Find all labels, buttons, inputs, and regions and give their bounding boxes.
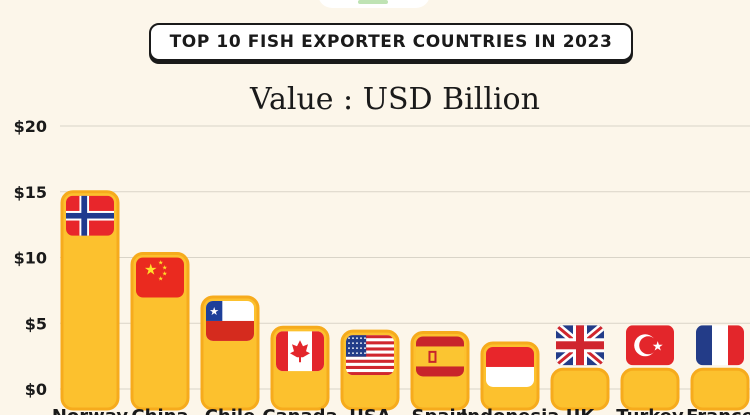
svg-text:★: ★ [209, 305, 219, 318]
bar-group [550, 325, 610, 411]
bar-group: ★ [620, 325, 680, 411]
svg-text:★: ★ [158, 260, 163, 267]
chart-title-box: TOP 10 FISH EXPORTER COUNTRIES IN 2023 [149, 23, 633, 61]
y-tick-label: $10 [14, 249, 47, 268]
y-axis-ticks: $0 $5 $10 $15 $20 [14, 117, 47, 399]
category-label: France [686, 406, 750, 415]
svg-text:★: ★ [158, 276, 163, 283]
bar-group: ★ ★★★★ [130, 252, 190, 411]
bar-group: ★ [200, 295, 260, 411]
bar [620, 367, 680, 411]
france-flag [696, 325, 744, 366]
logo-mark [358, 0, 388, 4]
category-label: UK [566, 406, 596, 415]
y-tick-label: $0 [25, 380, 47, 399]
bar-group [480, 341, 540, 411]
svg-text:★: ★ [652, 339, 664, 354]
chart-subtitle: Value : USD Billion [250, 82, 540, 117]
indonesia-flag [486, 346, 534, 387]
category-label: Spain [412, 406, 469, 415]
svg-text:★: ★ [144, 261, 157, 279]
bar-group [270, 325, 330, 411]
svg-text:★: ★ [162, 271, 167, 278]
brand-logo [318, 0, 430, 8]
category-label: Turkey [616, 406, 684, 415]
bars: ★ ★★★★★★ [60, 190, 750, 411]
turkey-flag: ★ [626, 325, 674, 366]
canada-flag [276, 331, 324, 372]
bar [60, 190, 120, 411]
category-labels: NorwayChina Chile Canada USA SpainIndonesia U… [52, 406, 750, 415]
norway-flag [66, 195, 114, 236]
category-label: Chile [205, 406, 256, 415]
category-label: China [131, 406, 188, 415]
chile-flag: ★ [206, 300, 254, 341]
category-label: Indonesia [461, 406, 560, 415]
category-label: USA [349, 406, 391, 415]
y-tick-label: $5 [25, 314, 47, 333]
bar-group [60, 190, 120, 411]
y-tick-label: $15 [14, 183, 47, 202]
spain-flag [416, 336, 464, 377]
chart-title: TOP 10 FISH EXPORTER COUNTRIES IN 2023 [169, 32, 613, 52]
category-label: Norway [52, 406, 129, 415]
category-label: Canada [262, 406, 337, 415]
bar [550, 367, 610, 411]
usa-flag [346, 335, 394, 376]
china-flag: ★ ★★★★ [136, 257, 184, 298]
svg-text:★: ★ [162, 265, 167, 272]
bar-group [410, 330, 470, 411]
bar-group [690, 325, 750, 411]
y-tick-label: $20 [14, 117, 47, 136]
uk-flag [556, 325, 604, 366]
bar-group [340, 329, 400, 411]
bar [690, 367, 750, 411]
